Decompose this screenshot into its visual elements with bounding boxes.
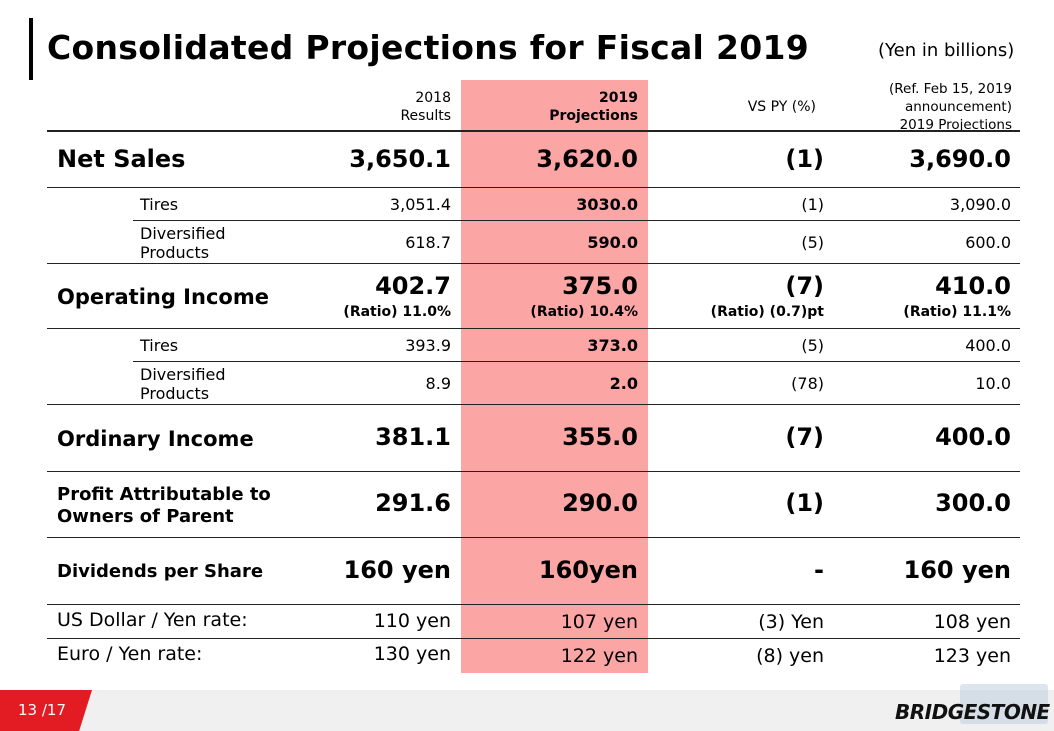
row-label-line1: Diversified <box>140 224 226 243</box>
cell-vspy: (78) <box>791 374 824 393</box>
row-label: Diversified Products <box>140 224 226 262</box>
row-label: Tires <box>140 195 179 214</box>
header-2019-projections: 2019 Projections <box>530 89 638 125</box>
cell-2018: 393.9 <box>405 336 451 355</box>
brand-logo: BRIDGESTONE <box>895 700 1050 724</box>
cell-ref: 160 yen <box>903 556 1011 584</box>
cell-2019: 122 yen <box>560 645 638 667</box>
cell-2018: 291.6 <box>375 489 451 517</box>
divider <box>47 604 1020 605</box>
row-label: Diversified Products <box>140 365 226 403</box>
cell-2018: 381.1 <box>375 423 451 451</box>
cell-ref: 600.0 <box>965 233 1011 252</box>
cell-vspy: - <box>814 556 824 584</box>
cell-2019: 160yen <box>538 556 638 584</box>
divider <box>47 263 1020 264</box>
unit-note: (Yen in billions) <box>878 40 1015 61</box>
divider <box>47 328 1020 329</box>
cell-vspy: (7) <box>785 423 824 451</box>
divider <box>47 537 1020 538</box>
row-label-line2: Products <box>140 243 210 262</box>
header-2018-label: Results <box>400 108 451 124</box>
cell-2018: 618.7 <box>405 233 451 252</box>
cell-vspy: (1) <box>801 195 824 214</box>
cell-ref: 400.0 <box>965 336 1011 355</box>
cell-ref: 300.0 <box>935 489 1011 517</box>
row-label: Profit Attributable to Owners of Parent <box>57 484 271 528</box>
header-ref-line3: 2019 Projections <box>899 117 1012 133</box>
title-accent-bar <box>29 18 33 80</box>
header-vs-py: VS PY (%) <box>747 99 816 115</box>
row-label: Net Sales <box>57 145 186 173</box>
header-reference: (Ref. Feb 15, 2019 announcement) 2019 Pr… <box>860 80 1012 134</box>
cell-ref: 410.0 <box>935 272 1011 300</box>
header-ref-line2: announcement) <box>904 99 1012 115</box>
row-label: Operating Income <box>57 285 269 309</box>
cell-vspy: (7) <box>785 272 824 300</box>
cell-2018: 402.7 <box>375 272 451 300</box>
row-label: Ordinary Income <box>57 427 254 451</box>
cell-2019: 375.0 <box>562 272 638 300</box>
row-label-line1: Diversified <box>140 365 226 384</box>
cell-2019: 3030.0 <box>576 195 638 214</box>
cell-vspy-ratio: (Ratio) (0.7)pt <box>710 304 824 320</box>
row-label-line2: Owners of Parent <box>57 506 234 527</box>
header-2018-results: 2018 Results <box>380 89 451 125</box>
row-label: Euro / Yen rate: <box>57 643 203 665</box>
footer-bar <box>0 690 1054 731</box>
row-label: Dividends per Share <box>57 561 264 582</box>
cell-2019: 3,620.0 <box>536 145 638 173</box>
page-title: Consolidated Projections for Fiscal 2019 <box>47 28 810 67</box>
cell-ref: 400.0 <box>935 423 1011 451</box>
cell-2019: 2.0 <box>609 374 638 393</box>
cell-2018: 8.9 <box>425 374 451 393</box>
cell-vspy: (5) <box>801 233 824 252</box>
cell-2018: 3,650.1 <box>349 145 451 173</box>
cell-ref: 3,090.0 <box>949 195 1011 214</box>
cell-vspy: (5) <box>801 336 824 355</box>
cell-ref: 123 yen <box>933 645 1011 667</box>
page-number-badge <box>0 690 92 731</box>
cell-ref-ratio: (Ratio) 11.1% <box>903 304 1011 320</box>
divider <box>47 638 1020 639</box>
row-label: Tires <box>140 336 179 355</box>
cell-2018-ratio: (Ratio) 11.0% <box>343 304 451 320</box>
cell-2018: 130 yen <box>373 643 451 665</box>
cell-2018: 110 yen <box>373 610 451 632</box>
divider <box>133 361 1020 362</box>
cell-vspy: (3) Yen <box>758 611 824 633</box>
cell-2019: 107 yen <box>560 611 638 633</box>
row-label-line1: Profit Attributable to <box>57 484 271 505</box>
cell-ref: 3,690.0 <box>909 145 1011 173</box>
cell-vspy: (1) <box>785 489 824 517</box>
page-number: 13 /17 <box>18 701 66 719</box>
cell-vspy: (1) <box>785 145 824 173</box>
divider <box>47 404 1020 405</box>
cell-ref: 108 yen <box>933 611 1011 633</box>
header-2019-year: 2019 <box>599 90 638 106</box>
cell-2019: 373.0 <box>587 336 638 355</box>
cell-2019-ratio: (Ratio) 10.4% <box>530 304 638 320</box>
row-label: US Dollar / Yen rate: <box>57 609 248 631</box>
header-ref-line1: (Ref. Feb 15, 2019 <box>888 81 1012 97</box>
watermark-logo-icon <box>960 684 1048 724</box>
header-2019-label: Projections <box>549 108 638 124</box>
row-label-line2: Products <box>140 384 210 403</box>
cell-2019: 290.0 <box>562 489 638 517</box>
cell-ref: 10.0 <box>975 374 1011 393</box>
header-2018-year: 2018 <box>415 90 451 106</box>
cell-2019: 590.0 <box>587 233 638 252</box>
divider <box>47 471 1020 472</box>
divider <box>133 220 1020 221</box>
divider <box>47 187 1020 188</box>
cell-2018: 3,051.4 <box>389 195 451 214</box>
cell-2018: 160 yen <box>343 556 451 584</box>
cell-vspy: (8) yen <box>756 645 824 667</box>
projection-column-highlight <box>461 80 648 673</box>
cell-2019: 355.0 <box>562 423 638 451</box>
divider <box>47 130 1020 132</box>
